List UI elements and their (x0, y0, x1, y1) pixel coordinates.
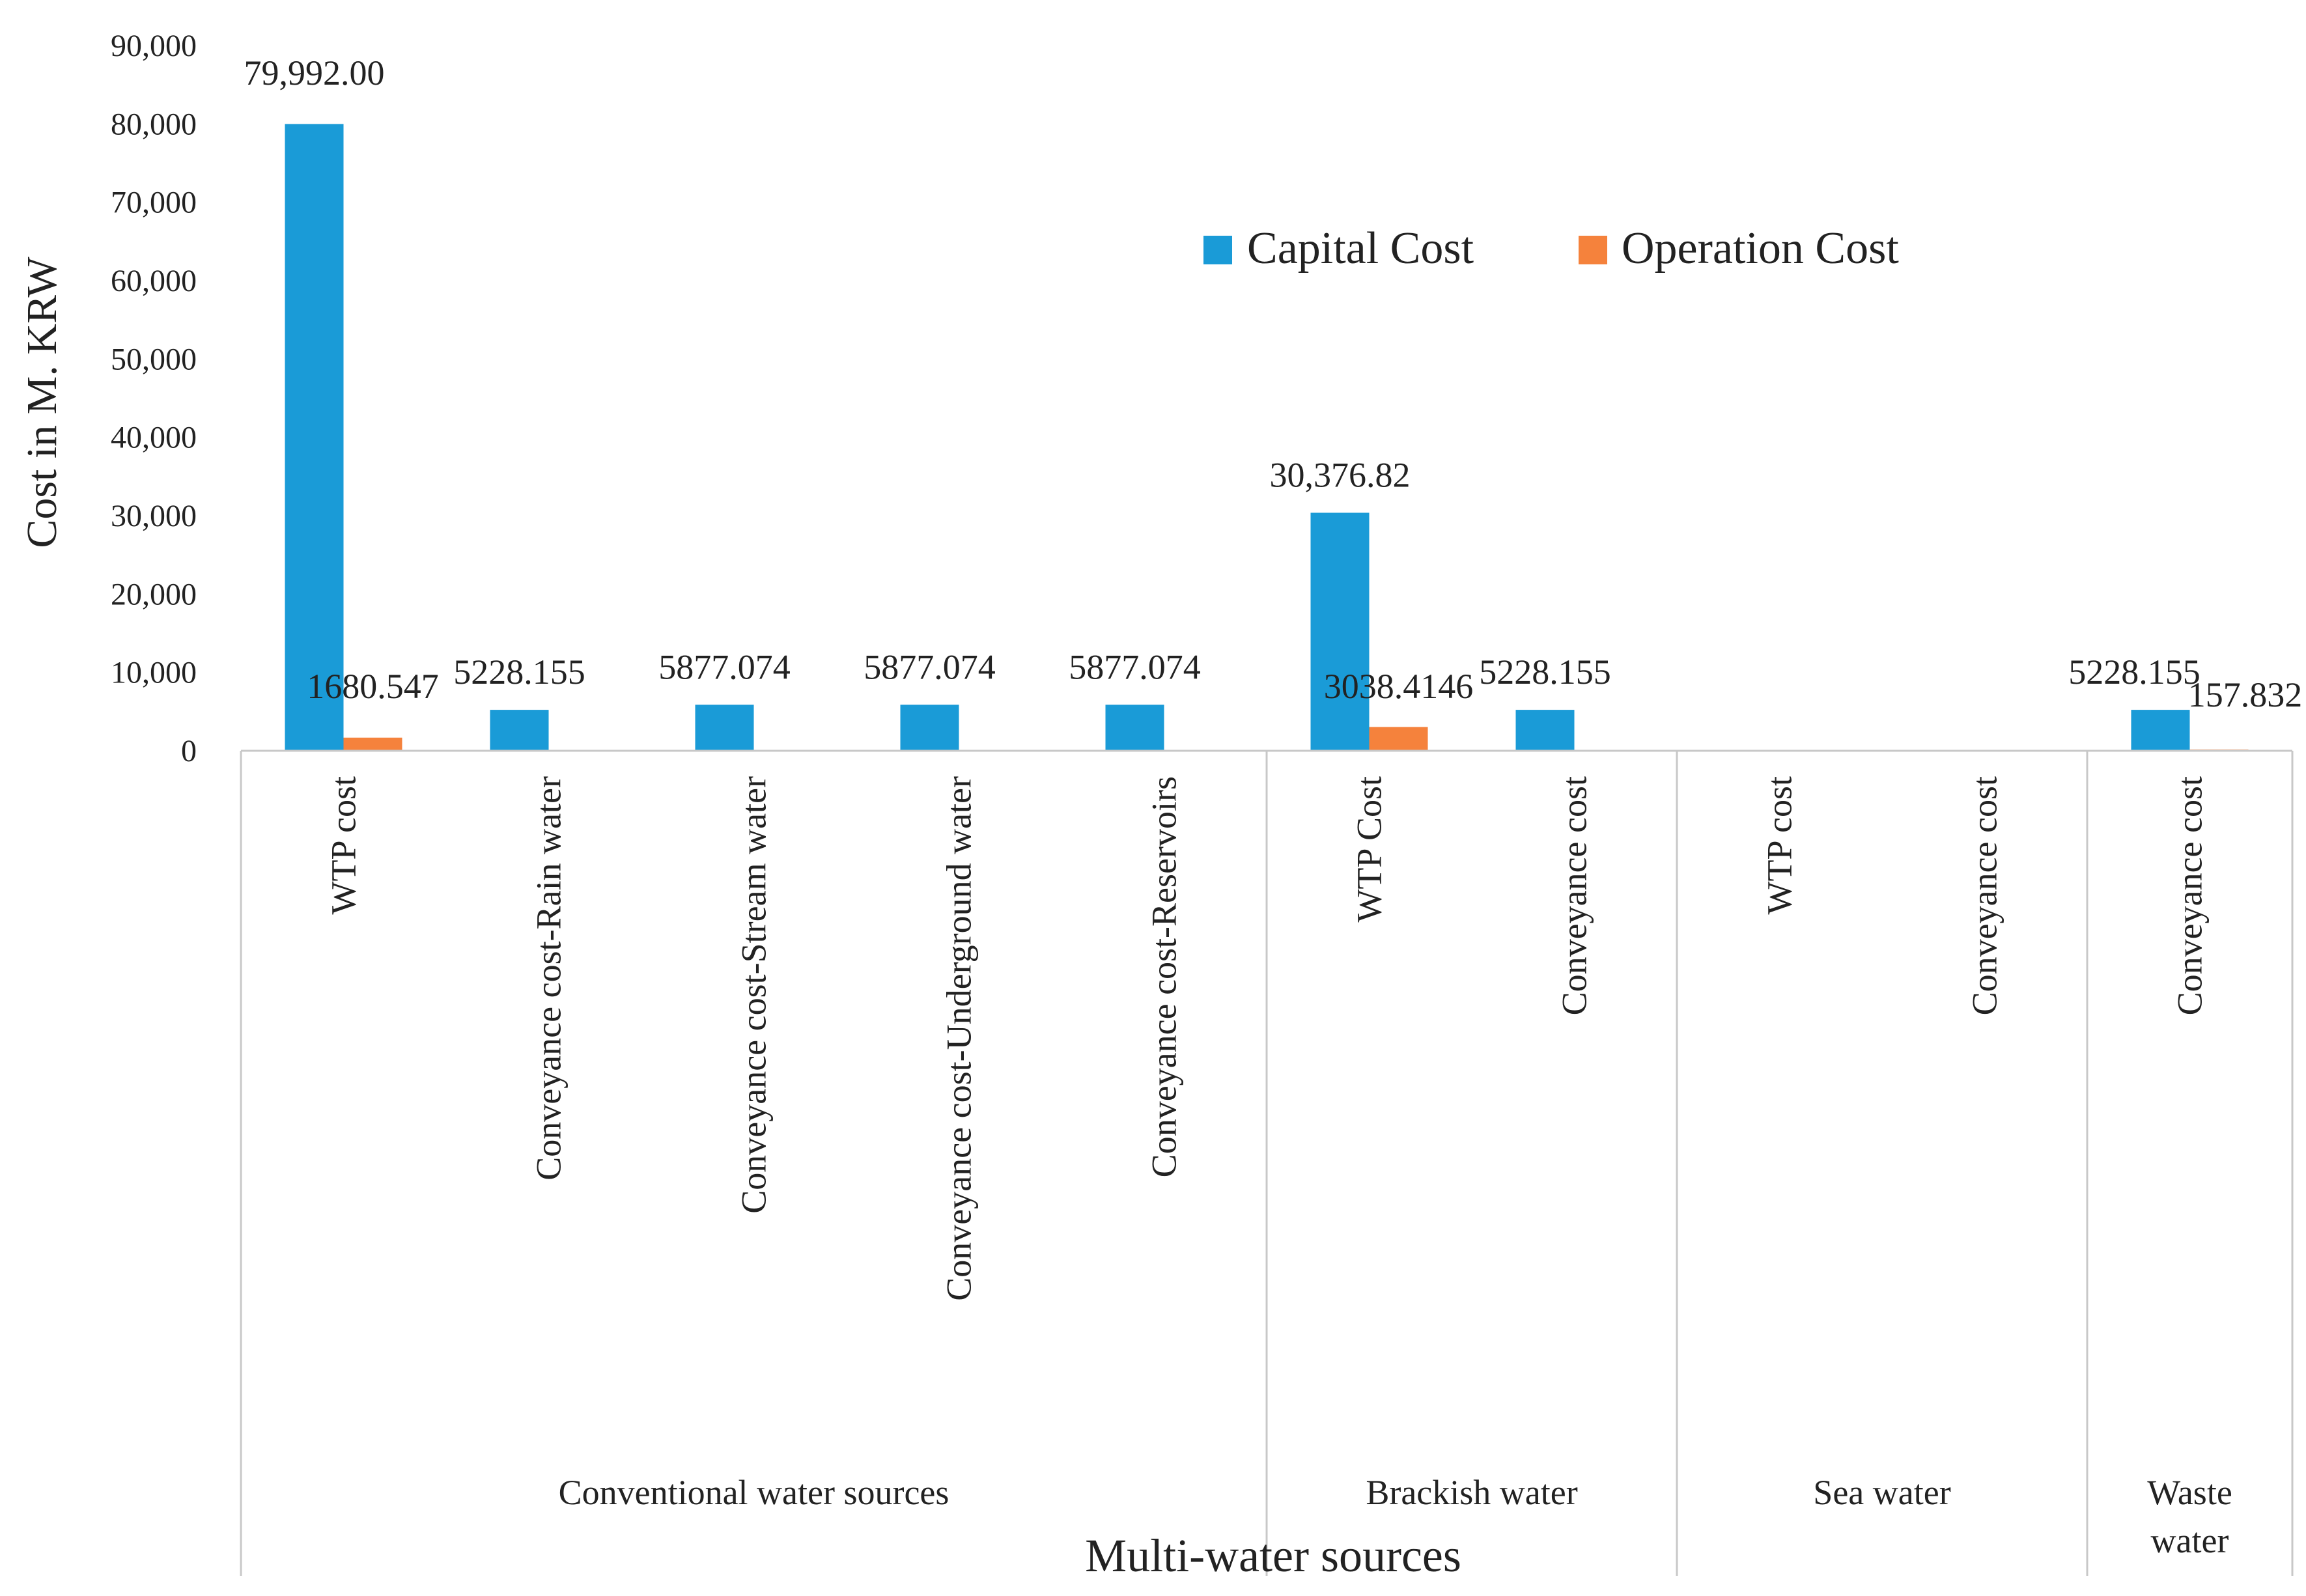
category-label-8: WTP cost (1760, 776, 1799, 914)
bar-capital-cost-2 (490, 710, 549, 751)
data-label-capital-cost-4: 5877.074 (864, 647, 996, 686)
group-label-brackish-water: Brackish water (1366, 1473, 1577, 1512)
y-tick-label: 40,000 (111, 421, 197, 455)
y-tick-label: 60,000 (111, 264, 197, 298)
bar-operation-cost-1 (343, 737, 402, 751)
category-label-10: Conveyance cost (2171, 776, 2210, 1015)
bar-operation-cost-6 (1369, 727, 1428, 751)
category-label-3: Conveyance cost-Stream water (735, 776, 774, 1214)
bar-capital-cost-1 (285, 124, 344, 751)
legend-swatch-capital-cost (1203, 236, 1232, 264)
group-label-sea-water: Sea water (1813, 1473, 1950, 1512)
bar-capital-cost-10 (2131, 710, 2190, 751)
data-label-capital-cost-7: 5228.155 (1479, 652, 1611, 692)
data-label-capital-cost-10: 5228.155 (2068, 652, 2201, 692)
category-label-5: Conveyance cost-Reservoirs (1145, 776, 1184, 1177)
bar-capital-cost-3 (695, 705, 754, 751)
data-label-capital-cost-3: 5877.074 (658, 647, 791, 686)
category-label-1: WTP cost (324, 776, 363, 914)
y-tick-label: 20,000 (111, 577, 197, 611)
group-label-waste-water: Waste water (2147, 1473, 2232, 1560)
category-label-6: WTP Cost (1350, 776, 1389, 923)
y-tick-label: 30,000 (111, 499, 197, 533)
legend-label-operation-cost: Operation Cost (1622, 223, 1899, 273)
data-label-capital-cost-5: 5877.074 (1069, 647, 1201, 686)
data-label-capital-cost-6: 30,376.82 (1270, 455, 1411, 494)
category-label-7: Conveyance cost (1555, 776, 1594, 1015)
category-label-2: Conveyance cost-Rain water (529, 776, 569, 1181)
bar-capital-cost-7 (1515, 710, 1575, 751)
bar-capital-cost-4 (900, 705, 959, 751)
legend-label-capital-cost: Capital Cost (1247, 223, 1474, 273)
data-label-operation-cost-6: 3038.4146 (1324, 667, 1474, 706)
group-label-conventional-water-sources: Conventional water sources (559, 1473, 949, 1512)
data-label-capital-cost-1: 79,992.00 (244, 53, 385, 92)
category-label-4: Conveyance cost-Underground water (940, 776, 979, 1301)
y-tick-label: 80,000 (111, 107, 197, 141)
data-label-operation-cost-1: 1680.547 (307, 667, 439, 706)
category-label-9: Conveyance cost (1965, 776, 2004, 1015)
y-tick-label: 50,000 (111, 342, 197, 376)
data-label-capital-cost-2: 5228.155 (453, 652, 585, 692)
data-label-operation-cost-10: 157.832 (2188, 675, 2303, 714)
y-tick-label: 10,000 (111, 656, 197, 690)
y-tick-label: 70,000 (111, 186, 197, 220)
bar-capital-cost-5 (1105, 705, 1164, 751)
y-tick-label: 0 (181, 734, 197, 768)
legend-swatch-operation-cost (1579, 236, 1607, 264)
y-tick-label: 90,000 (111, 29, 197, 63)
y-axis-title: Cost in M. KRW (18, 257, 66, 548)
bar-capital-cost-6 (1310, 512, 1370, 751)
x-axis-title: Multi-water sources (1085, 1530, 1461, 1582)
